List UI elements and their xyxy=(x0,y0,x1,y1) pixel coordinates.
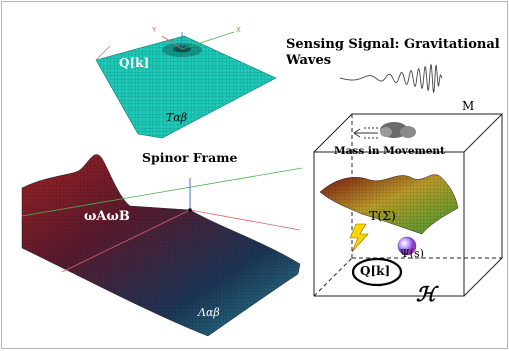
sphere-icon xyxy=(397,236,417,256)
t-alpha-beta-label: Tαβ xyxy=(166,111,188,124)
figure-canvas: Y X xyxy=(21,26,503,337)
qk-top-label: Q[k] xyxy=(119,56,150,70)
wave-signal xyxy=(339,63,443,94)
sensing-signal-label: Sensing Signal: Gravitational Waves xyxy=(286,37,500,69)
mass-blob-icon xyxy=(380,122,416,138)
lightning-icon xyxy=(349,223,369,253)
svg-text:X: X xyxy=(236,26,241,34)
t-sigma-surface xyxy=(319,174,459,235)
manifold-label: M xyxy=(462,99,475,113)
psi-label: Ψ(s) xyxy=(400,247,424,260)
qk-bottom-label: Q[k] xyxy=(360,264,391,278)
qk-ellipse xyxy=(351,257,403,287)
t-sigma-label: T(Σ) xyxy=(369,208,396,223)
omega-label: ωAωB xyxy=(84,209,130,224)
sensing-signal-line2: Waves xyxy=(286,53,332,68)
sensing-signal-line1: Sensing Signal: Gravitational xyxy=(286,37,500,52)
spinor-frame-label: Spinor Frame xyxy=(142,150,238,165)
lambda-label: Λαβ xyxy=(198,306,220,319)
spinor-surface xyxy=(21,154,303,337)
hilbert-space-label: ℋ xyxy=(416,282,436,306)
qk-surface: Y X xyxy=(95,26,277,139)
mass-in-movement-label: Mass in Movement xyxy=(334,145,445,157)
arrow-left-icon xyxy=(353,127,378,139)
svg-text:Y: Y xyxy=(151,26,157,34)
